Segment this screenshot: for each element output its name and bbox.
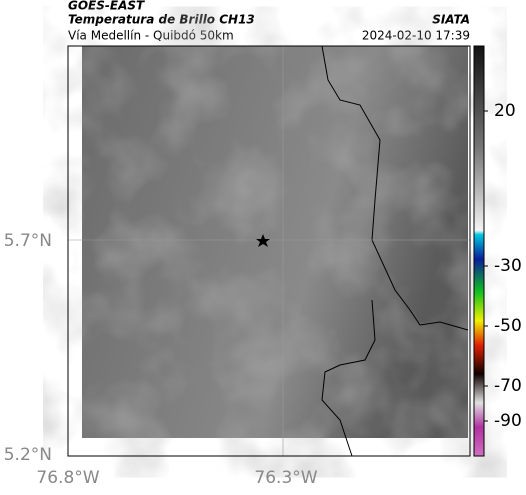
colorbar-label: -50 (494, 316, 522, 336)
station-marker (256, 234, 270, 247)
datetime: 2024-02-10 17:39 (362, 29, 470, 43)
lon-label: 76.3°W (254, 468, 317, 488)
org: SIATA (432, 13, 470, 27)
lat-label: 5.2°N (4, 445, 52, 465)
border (321, 45, 469, 457)
source: GOES-EAST (68, 0, 145, 13)
lat-label: 5.7°N (4, 231, 52, 251)
colorbar-label: -30 (494, 256, 522, 276)
map-area (67, 45, 471, 457)
colorbar-label: 20 (494, 101, 516, 121)
region: Vía Medellín - Quibdó 50km (68, 29, 234, 43)
colorbar (473, 45, 485, 457)
lon-label: 76.8°W (36, 468, 99, 488)
colorbar-label: -70 (494, 376, 522, 396)
clouds (82, 46, 468, 438)
map-frame (67, 45, 471, 457)
colorbar-label: -90 (494, 411, 522, 431)
product: Temperatura de Brillo CH13 (68, 13, 255, 27)
